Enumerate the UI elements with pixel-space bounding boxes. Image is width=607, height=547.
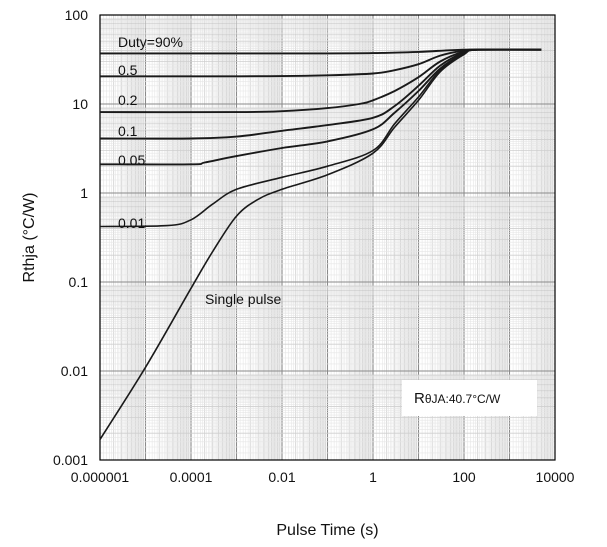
- x-tick-label: 1: [369, 469, 377, 485]
- x-tick-labels: 0.000001 0.0001 0.01 1 100 10000: [71, 469, 575, 485]
- y-axis-title: Rthja (°C/W): [21, 193, 38, 283]
- series-label: 0.01: [118, 215, 145, 231]
- y-tick-label: 0.01: [61, 363, 88, 379]
- x-tick-label: 0.0001: [170, 469, 213, 485]
- x-tick-label: 0.000001: [71, 469, 130, 485]
- y-tick-label: 1: [80, 185, 88, 201]
- series-label: 0.5: [118, 62, 138, 78]
- x-axis-title: Pulse Time (s): [276, 522, 378, 539]
- annotation-text: RθJA:40.7°C/W: [414, 390, 501, 407]
- x-tick-label: 10000: [536, 469, 575, 485]
- x-tick-label: 0.01: [268, 469, 295, 485]
- annotation-suffix: :40.7°C/W: [446, 392, 501, 406]
- series-label: Single pulse: [205, 291, 281, 307]
- series-label: 0.1: [118, 123, 138, 139]
- y-tick-labels: 0.001 0.01 0.1 1 10 100: [53, 7, 88, 468]
- y-tick-label: 0.1: [69, 274, 89, 290]
- annotation-prefix: R: [414, 390, 425, 407]
- y-tick-label: 100: [65, 7, 89, 23]
- y-tick-label: 10: [72, 96, 88, 112]
- annotation-subscript: θJA: [425, 392, 446, 406]
- series-label: 0.2: [118, 92, 138, 108]
- x-tick-label: 100: [452, 469, 476, 485]
- rthja-annotation: RθJA:40.7°C/W: [402, 380, 537, 416]
- series-label: Duty=90%: [118, 34, 183, 50]
- series-label: 0.05: [118, 152, 145, 168]
- y-tick-label: 0.001: [53, 452, 88, 468]
